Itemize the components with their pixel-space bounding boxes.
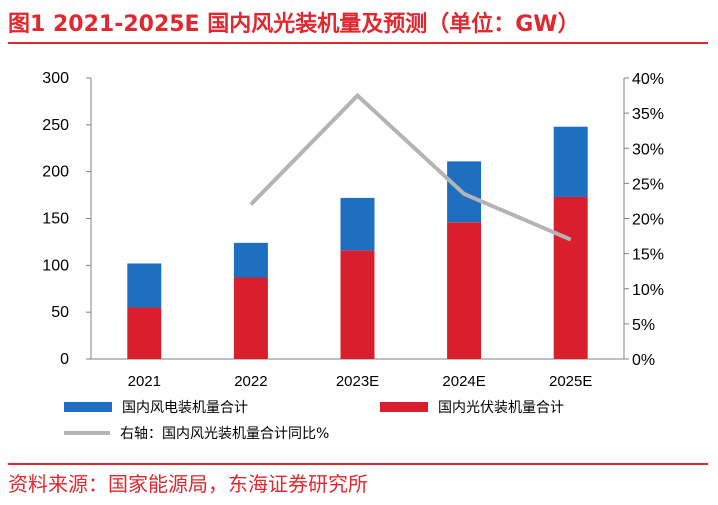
x-tick-label: 2025E: [549, 373, 592, 390]
bar-solar-2022: [233, 277, 268, 359]
y-left-tick-label: 150: [42, 211, 69, 228]
bar-wind-2023E: [340, 197, 375, 251]
legend-label-solar: 国内光伏装机量合计: [438, 400, 564, 416]
line-yoy-ratio: [249, 92, 572, 242]
y-right-tick-label: 25%: [632, 176, 664, 193]
y-left-tick-label: 300: [42, 70, 69, 87]
bar-solar-2021: [127, 307, 162, 359]
legend-swatch-solar: [380, 402, 428, 412]
legend-item-solar: 国内光伏装机量合计: [380, 397, 564, 417]
y-right-tick-label: 15%: [632, 247, 664, 264]
y-right-tick-label: 10%: [632, 282, 664, 299]
legend-item-wind: 国内风电装机量合计: [64, 397, 248, 417]
y-left-tick-label: 200: [42, 164, 69, 181]
bar-wind-2025E: [553, 126, 588, 197]
x-tick-label: 2021: [128, 373, 161, 390]
x-tick-label: 2024E: [442, 373, 485, 390]
y-left-tick-label: 250: [42, 117, 69, 134]
bar-wind-2021: [127, 263, 162, 308]
legend-label-wind: 国内风电装机量合计: [122, 400, 248, 416]
bar-solar-2023E: [340, 250, 375, 359]
source-note: 资料来源：国家能源局，东海证券研究所: [8, 472, 368, 496]
x-tick-label: 2023E: [336, 373, 379, 390]
y-right-tick-label: 20%: [632, 212, 664, 229]
legend-swatch-wind: [64, 402, 112, 412]
y-left-tick-label: 0: [60, 351, 69, 368]
y-right-tick-label: 0%: [632, 352, 655, 369]
y-right-tick-label: 40%: [632, 71, 664, 88]
source-divider: [8, 463, 708, 465]
bar-wind-2022: [233, 242, 268, 278]
bar-solar-2025E: [553, 196, 588, 359]
x-tick-label: 2022: [234, 373, 267, 390]
bar-solar-2024E: [447, 222, 482, 359]
y-right-tick-label: 35%: [632, 106, 664, 123]
stacked-bar-line-chart: 0 50 100 150 200 250 300 0% 5% 10% 15% 20% 25% 30% 35%…: [42, 70, 664, 390]
y-left-tick-label: 100: [42, 257, 69, 274]
y-right-tick-label: 5%: [632, 317, 655, 334]
title-divider: [8, 42, 708, 44]
chart-title: 图1 2021-2025E 国内风光装机量及预测（单位：GW）: [8, 12, 580, 37]
legend-label-line: 右轴：国内风光装机量合计同比%: [120, 426, 330, 442]
y-right-tick-label: 30%: [632, 141, 664, 158]
legend-swatch-line: [64, 431, 110, 435]
legend-item-line: 右轴：国内风光装机量合计同比%: [64, 423, 329, 443]
y-left-tick-label: 50: [51, 304, 69, 321]
